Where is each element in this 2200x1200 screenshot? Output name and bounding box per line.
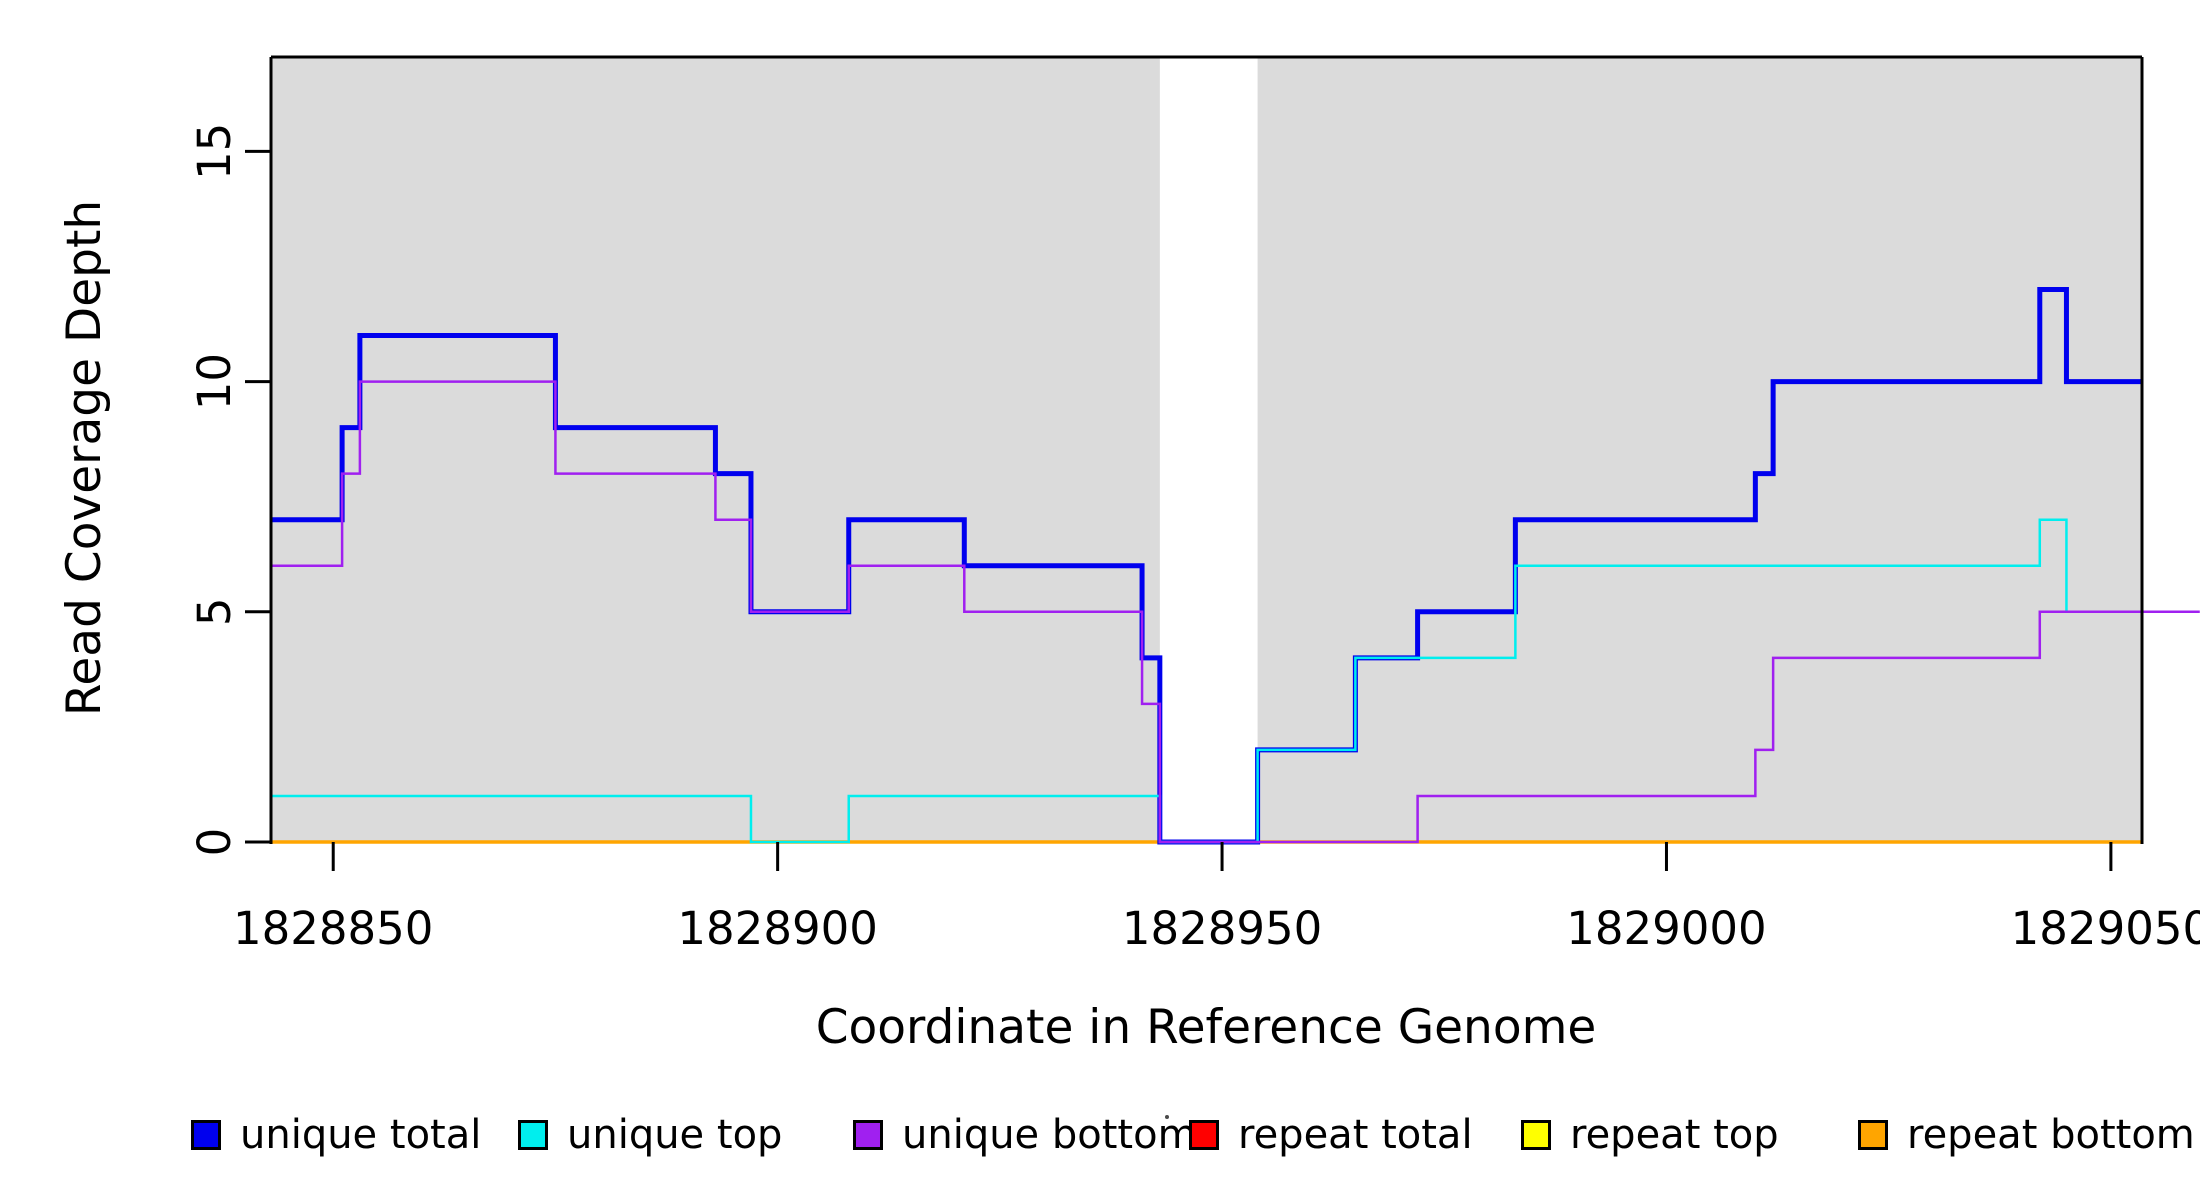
x-tick-label: 1828850 bbox=[233, 902, 433, 955]
legend-item-unique-bottom: unique bottom bbox=[853, 1112, 1197, 1158]
legend-item-label: unique top bbox=[567, 1112, 783, 1158]
legend-item-label: repeat bottom bbox=[1907, 1112, 2195, 1158]
y-tick-label: 0 bbox=[188, 828, 241, 857]
x-tick-label: 1828900 bbox=[677, 902, 877, 955]
legend-swatch bbox=[853, 1120, 883, 1150]
legend-item-repeat-top: repeat top bbox=[1521, 1112, 1779, 1158]
axis-tick-labels: 1828850 1828900 1828950 1829000 1829050 0 5 10 1… bbox=[188, 123, 2200, 955]
x-axis-title: Coordinate in Reference Genome bbox=[816, 1000, 1597, 1055]
legend-swatch bbox=[191, 1120, 221, 1150]
legend-item-label: unique total bbox=[240, 1112, 482, 1158]
x-tick-label: 1829000 bbox=[1566, 902, 1766, 955]
y-tick-label: 15 bbox=[188, 123, 241, 180]
legend-swatch bbox=[1189, 1120, 1219, 1150]
legend-stray-dot bbox=[1165, 1115, 1169, 1119]
legend-swatch bbox=[1521, 1120, 1551, 1150]
y-tick-label: 5 bbox=[188, 597, 241, 626]
legend-item-label: repeat top bbox=[1570, 1112, 1779, 1158]
x-tick-label: 1828950 bbox=[1122, 902, 1322, 955]
y-tick-label: 10 bbox=[188, 353, 241, 410]
legend-item-repeat-total: repeat total bbox=[1189, 1112, 1473, 1158]
shaded-regions bbox=[271, 57, 2142, 842]
series-lines bbox=[271, 287, 2200, 845]
legend-swatch bbox=[1858, 1120, 1888, 1150]
series-line-unique-top bbox=[271, 518, 2142, 844]
legend-item-label: repeat total bbox=[1238, 1112, 1473, 1158]
legend-item-label: unique bottom bbox=[902, 1112, 1197, 1158]
y-axis-title: Read Coverage Depth bbox=[57, 200, 112, 716]
axis-ticks bbox=[245, 149, 2113, 871]
legend-swatch bbox=[518, 1120, 548, 1150]
x-tick-label: 1829050 bbox=[2011, 902, 2200, 955]
legend-item-unique-top: unique top bbox=[518, 1112, 783, 1158]
legend-item-unique-total: unique total bbox=[191, 1112, 482, 1158]
series-line-unique-bottom bbox=[271, 380, 2200, 844]
shaded-region-2 bbox=[1257, 57, 2142, 842]
plot-frame bbox=[269, 55, 2144, 844]
legend-item-repeat-bottom: repeat bottom bbox=[1858, 1112, 2195, 1158]
